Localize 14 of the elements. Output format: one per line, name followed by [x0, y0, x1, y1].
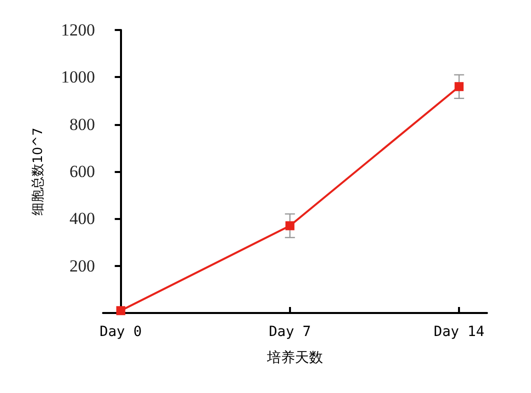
y-tick-label: 400 [70, 209, 95, 228]
y-tick-label: 800 [70, 114, 95, 134]
point [285, 221, 294, 230]
point [116, 306, 126, 316]
y-tick-label: 600 [70, 162, 95, 181]
point [454, 82, 464, 92]
x-axis-title: 培养天数 [266, 350, 323, 366]
x-tick-label: Day 14 [434, 324, 484, 340]
y-tick-label: 1200 [61, 20, 95, 40]
y-axis-title: 细胞总数10^7 [31, 128, 46, 216]
y-tick-label: 1000 [61, 68, 95, 87]
y-tick-label: 200 [70, 256, 95, 276]
x-tick-label: Day 7 [268, 324, 312, 340]
x-tick-label: Day 0 [100, 324, 142, 340]
